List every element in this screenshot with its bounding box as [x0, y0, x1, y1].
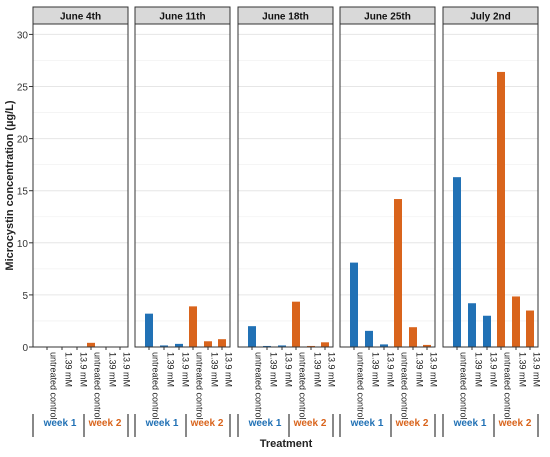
- bar-week1: [175, 343, 183, 347]
- bar-week1: [145, 313, 153, 347]
- y-tick-label: 30: [17, 30, 29, 41]
- bar-week2: [292, 301, 300, 347]
- panel-background: [238, 24, 333, 347]
- x-category-label: untreated control: [49, 352, 59, 420]
- x-category-label: 13.9 mM: [79, 352, 89, 387]
- panel-border: [134, 23, 231, 348]
- x-category-label: 1.39 mM: [64, 352, 74, 387]
- bar-week2: [189, 306, 197, 347]
- x-category-label: 1.39 mM: [518, 352, 528, 387]
- bar-week2: [87, 342, 95, 347]
- x-category-label: untreated control: [195, 352, 205, 420]
- bar-week2: [497, 71, 505, 348]
- bar-week2: [394, 199, 402, 347]
- x-category-label: 13.9 mM: [386, 352, 396, 387]
- group-label-week1: week 1: [43, 418, 77, 429]
- bar-week1: [365, 330, 373, 347]
- x-category-label: untreated control: [400, 352, 410, 420]
- bar-week1: [278, 345, 286, 347]
- panel-background: [135, 24, 230, 347]
- x-category-label: 13.9 mM: [284, 352, 294, 387]
- panel-title: June 11th: [159, 12, 205, 23]
- group-label-week1: week 1: [453, 418, 487, 429]
- bar-week2: [204, 341, 212, 347]
- group-label-week1: week 1: [248, 418, 282, 429]
- bar-week1: [468, 303, 476, 347]
- panel-title: July 2nd: [470, 12, 511, 23]
- x-category-label: 13.9 mM: [224, 352, 234, 387]
- x-category-label: untreated control: [298, 352, 308, 420]
- y-tick-label: 10: [17, 239, 29, 250]
- x-category-label: 13.9 mM: [489, 352, 499, 387]
- group-label-week2: week 2: [88, 418, 122, 429]
- bar-week1: [380, 344, 388, 347]
- x-category-label: untreated control: [503, 352, 513, 420]
- x-category-label: 13.9 mM: [429, 352, 439, 387]
- group-label-week1: week 1: [145, 418, 179, 429]
- x-category-label: 1.39 mM: [269, 352, 279, 387]
- panel-title: June 4th: [60, 12, 101, 23]
- panel-title: June 25th: [364, 12, 411, 23]
- x-category-label: untreated control: [151, 352, 161, 420]
- x-category-label: 13.9 mM: [122, 352, 132, 387]
- x-category-label: 1.39 mM: [210, 352, 220, 387]
- bar-week1: [350, 262, 358, 347]
- x-category-label: untreated control: [93, 352, 103, 420]
- x-category-label: 1.39 mM: [474, 352, 484, 387]
- x-category-label: untreated control: [254, 352, 264, 420]
- bar-week2: [321, 342, 329, 347]
- group-label-week2: week 2: [190, 418, 224, 429]
- group-label-week2: week 2: [293, 418, 327, 429]
- x-category-label: 1.39 mM: [166, 352, 176, 387]
- bar-week2: [512, 296, 520, 347]
- x-category-label: 1.39 mM: [108, 352, 118, 387]
- bar-week1: [248, 326, 256, 347]
- panel-border: [32, 23, 129, 348]
- bar-week1: [160, 345, 168, 347]
- bar-week2: [307, 345, 315, 347]
- x-category-label: untreated control: [356, 352, 366, 420]
- x-category-label: untreated control: [459, 352, 469, 420]
- panel-border: [237, 23, 334, 348]
- group-label-week1: week 1: [350, 418, 384, 429]
- y-tick-label: 0: [22, 343, 28, 354]
- group-label-week2: week 2: [395, 418, 429, 429]
- x-category-label: 1.39 mM: [415, 352, 425, 387]
- bar-week2: [409, 327, 417, 347]
- x-category-label: 13.9 mM: [327, 352, 337, 387]
- panel-background: [33, 24, 128, 347]
- x-category-label: 13.9 mM: [181, 352, 191, 387]
- bar-week1: [453, 177, 461, 347]
- bar-week2: [423, 344, 431, 347]
- y-axis-label: Microcystin concentration (µg/L): [4, 100, 16, 270]
- bar-week1: [263, 345, 271, 347]
- panel-border: [442, 23, 539, 348]
- group-label-week2: week 2: [498, 418, 532, 429]
- bar-week1: [483, 315, 491, 347]
- bar-week2: [218, 339, 226, 347]
- x-category-label: 1.39 mM: [371, 352, 381, 387]
- panel-title: June 18th: [262, 12, 309, 23]
- y-tick-label: 20: [17, 135, 29, 146]
- x-category-label: 13.9 mM: [532, 352, 542, 387]
- y-tick-label: 5: [22, 291, 28, 302]
- x-axis-label: Treatment: [260, 438, 313, 450]
- panel-border: [339, 23, 436, 348]
- bar-week2: [526, 310, 534, 347]
- y-tick-label: 25: [17, 83, 29, 94]
- y-tick-label: 15: [17, 187, 29, 198]
- x-category-label: 1.39 mM: [313, 352, 323, 387]
